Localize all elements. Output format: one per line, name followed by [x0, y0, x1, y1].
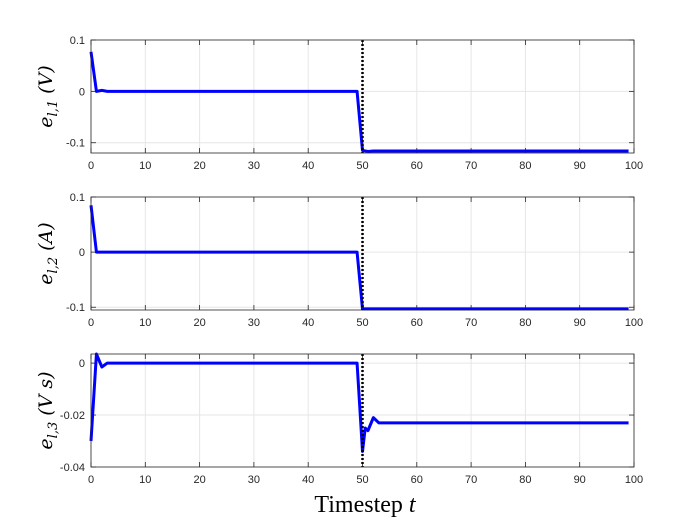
y-tick-label: -0.1: [66, 138, 85, 150]
x-tick-label: 80: [519, 317, 531, 329]
x-tick-label: 30: [248, 160, 260, 172]
x-tick-label: 10: [139, 160, 151, 172]
x-tick-label: 90: [574, 474, 586, 486]
x-label-text: Timestep: [314, 492, 408, 518]
panel-2: 0 10 20 30 40 50 60 70 80 90 100-0.100.1el,2(A): [35, 192, 643, 329]
axes-frame: [90, 353, 635, 468]
x-tick-label: 90: [574, 160, 586, 172]
x-tick-label: 60: [411, 317, 423, 329]
series-line: [89, 51, 629, 153]
x-tick-label: 40: [302, 160, 314, 172]
y-tick-label: -0.04: [60, 462, 85, 474]
panel-1: 0 10 20 30 40 50 60 70 80 90 100-0.100.1el,1(V): [35, 35, 643, 172]
x-tick-label: 60: [411, 474, 423, 486]
x-tick-label: 90: [574, 317, 586, 329]
x-tick-label: 20: [193, 160, 205, 172]
panels: 0 10 20 30 40 50 60 70 80 90 100-0.100.1el,1(V)0 10…: [35, 35, 643, 486]
x-tick-label: 100: [625, 160, 643, 172]
x-tick-label: 100: [625, 474, 643, 486]
x-tick-label: 40: [302, 474, 314, 486]
x-tick-label: 70: [465, 474, 477, 486]
x-tick-label: 30: [248, 317, 260, 329]
y-tick-label: -0.1: [66, 302, 85, 314]
x-label-variable: t: [409, 492, 417, 518]
x-tick-label: 40: [302, 317, 314, 329]
y-axis-label: el,2 (A): [35, 222, 61, 284]
y-label-subscript: l,1: [46, 100, 61, 117]
x-tick-label: 0: [88, 317, 94, 329]
x-tick-label: 70: [465, 317, 477, 329]
y-tick-label: 0: [79, 86, 85, 98]
axes-frame: [90, 196, 635, 311]
y-tick-label: -0.02: [60, 410, 85, 422]
x-tick-label: 20: [193, 317, 205, 329]
series-line: [89, 205, 629, 311]
x-axis-label: Timestep t: [314, 492, 416, 518]
x-tick-label: 10: [139, 474, 151, 486]
y-label-unit: (V s): [35, 371, 57, 415]
x-tick-label: 60: [411, 160, 423, 172]
axes-frame: [90, 39, 635, 154]
x-tick-label: 0: [88, 160, 94, 172]
x-tick-label: 50: [356, 317, 368, 329]
y-label-unit: (A): [35, 222, 57, 251]
panel-3: 0 10 20 30 40 50 60 70 80 90 100 -0.04 -0.02 0 el,3 (V …: [35, 352, 643, 486]
y-tick-label: 0: [79, 247, 85, 259]
x-tick-label: 0: [88, 474, 94, 486]
x-tick-label: 30: [248, 474, 260, 486]
x-tick-label: 10: [139, 317, 151, 329]
y-label-symbol: e: [35, 116, 57, 127]
x-tick-label: 50: [356, 160, 368, 172]
x-tick-label: 20: [193, 474, 205, 486]
y-tick-label: 0: [79, 358, 85, 370]
x-tick-label: 50: [356, 474, 368, 486]
y-label-subscript: l,3: [46, 422, 61, 439]
x-tick-label: 70: [465, 160, 477, 172]
y-label-symbol: e: [35, 438, 57, 449]
y-label-subscript: l,2: [46, 257, 61, 274]
x-tick-label: 80: [519, 160, 531, 172]
x-tick-label: 80: [519, 474, 531, 486]
y-label-symbol: e: [35, 273, 57, 284]
y-axis-label: el,3 (V s): [35, 371, 61, 449]
y-tick-label: 0.1: [70, 192, 85, 204]
y-label-unit: (V): [35, 65, 57, 94]
y-axis-label: el,1 (V): [35, 65, 61, 127]
x-tick-label: 100: [625, 317, 643, 329]
y-tick-label: 0.1: [70, 35, 85, 47]
